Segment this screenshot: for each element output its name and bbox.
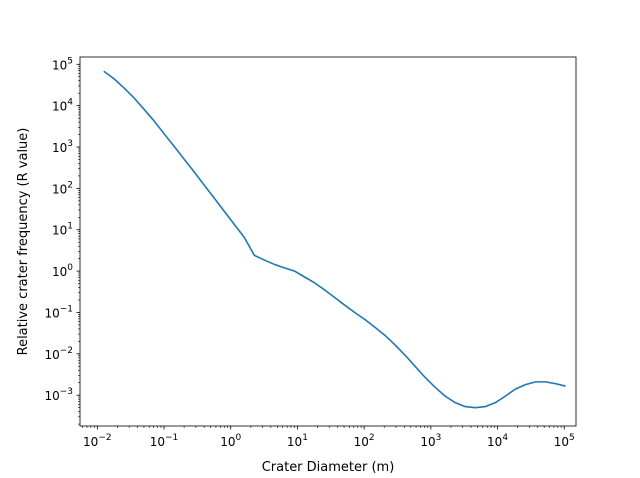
x-tick-label: 102 [354, 433, 375, 449]
y-axis-label: Relative crater frequency (R value) [16, 128, 31, 356]
x-axis-label: Crater Diameter (m) [262, 460, 395, 475]
plot-frame [79, 56, 577, 427]
x-tick-label: 104 [487, 433, 508, 449]
x-tick-label: 103 [420, 433, 441, 449]
y-tick-label: 105 [52, 56, 73, 72]
series-line [103, 70, 566, 409]
y-tick-label: 100 [52, 263, 73, 279]
y-axis-ticks: 10−3 10−2 10−1 100 101 102 103 104 105 [44, 56, 80, 425]
y-tick-label: 101 [52, 222, 73, 238]
x-tick-label: 10−1 [150, 433, 179, 449]
y-tick-label: 10−2 [44, 346, 73, 362]
x-tick-label: 101 [287, 433, 308, 449]
series-layer [103, 70, 566, 409]
x-axis-ticks: 10−2 10−1 100 101 102 103 104 105 [82, 426, 575, 449]
y-tick-label: 104 [52, 98, 73, 114]
y-tick-label: 10−1 [44, 304, 73, 320]
y-tick-label: 10−3 [44, 387, 73, 403]
y-tick-label: 102 [52, 180, 73, 196]
y-tick-label: 103 [52, 139, 73, 155]
x-tick-label: 10−2 [83, 433, 112, 449]
x-tick-label: 100 [220, 433, 241, 449]
x-tick-label: 105 [554, 433, 575, 449]
